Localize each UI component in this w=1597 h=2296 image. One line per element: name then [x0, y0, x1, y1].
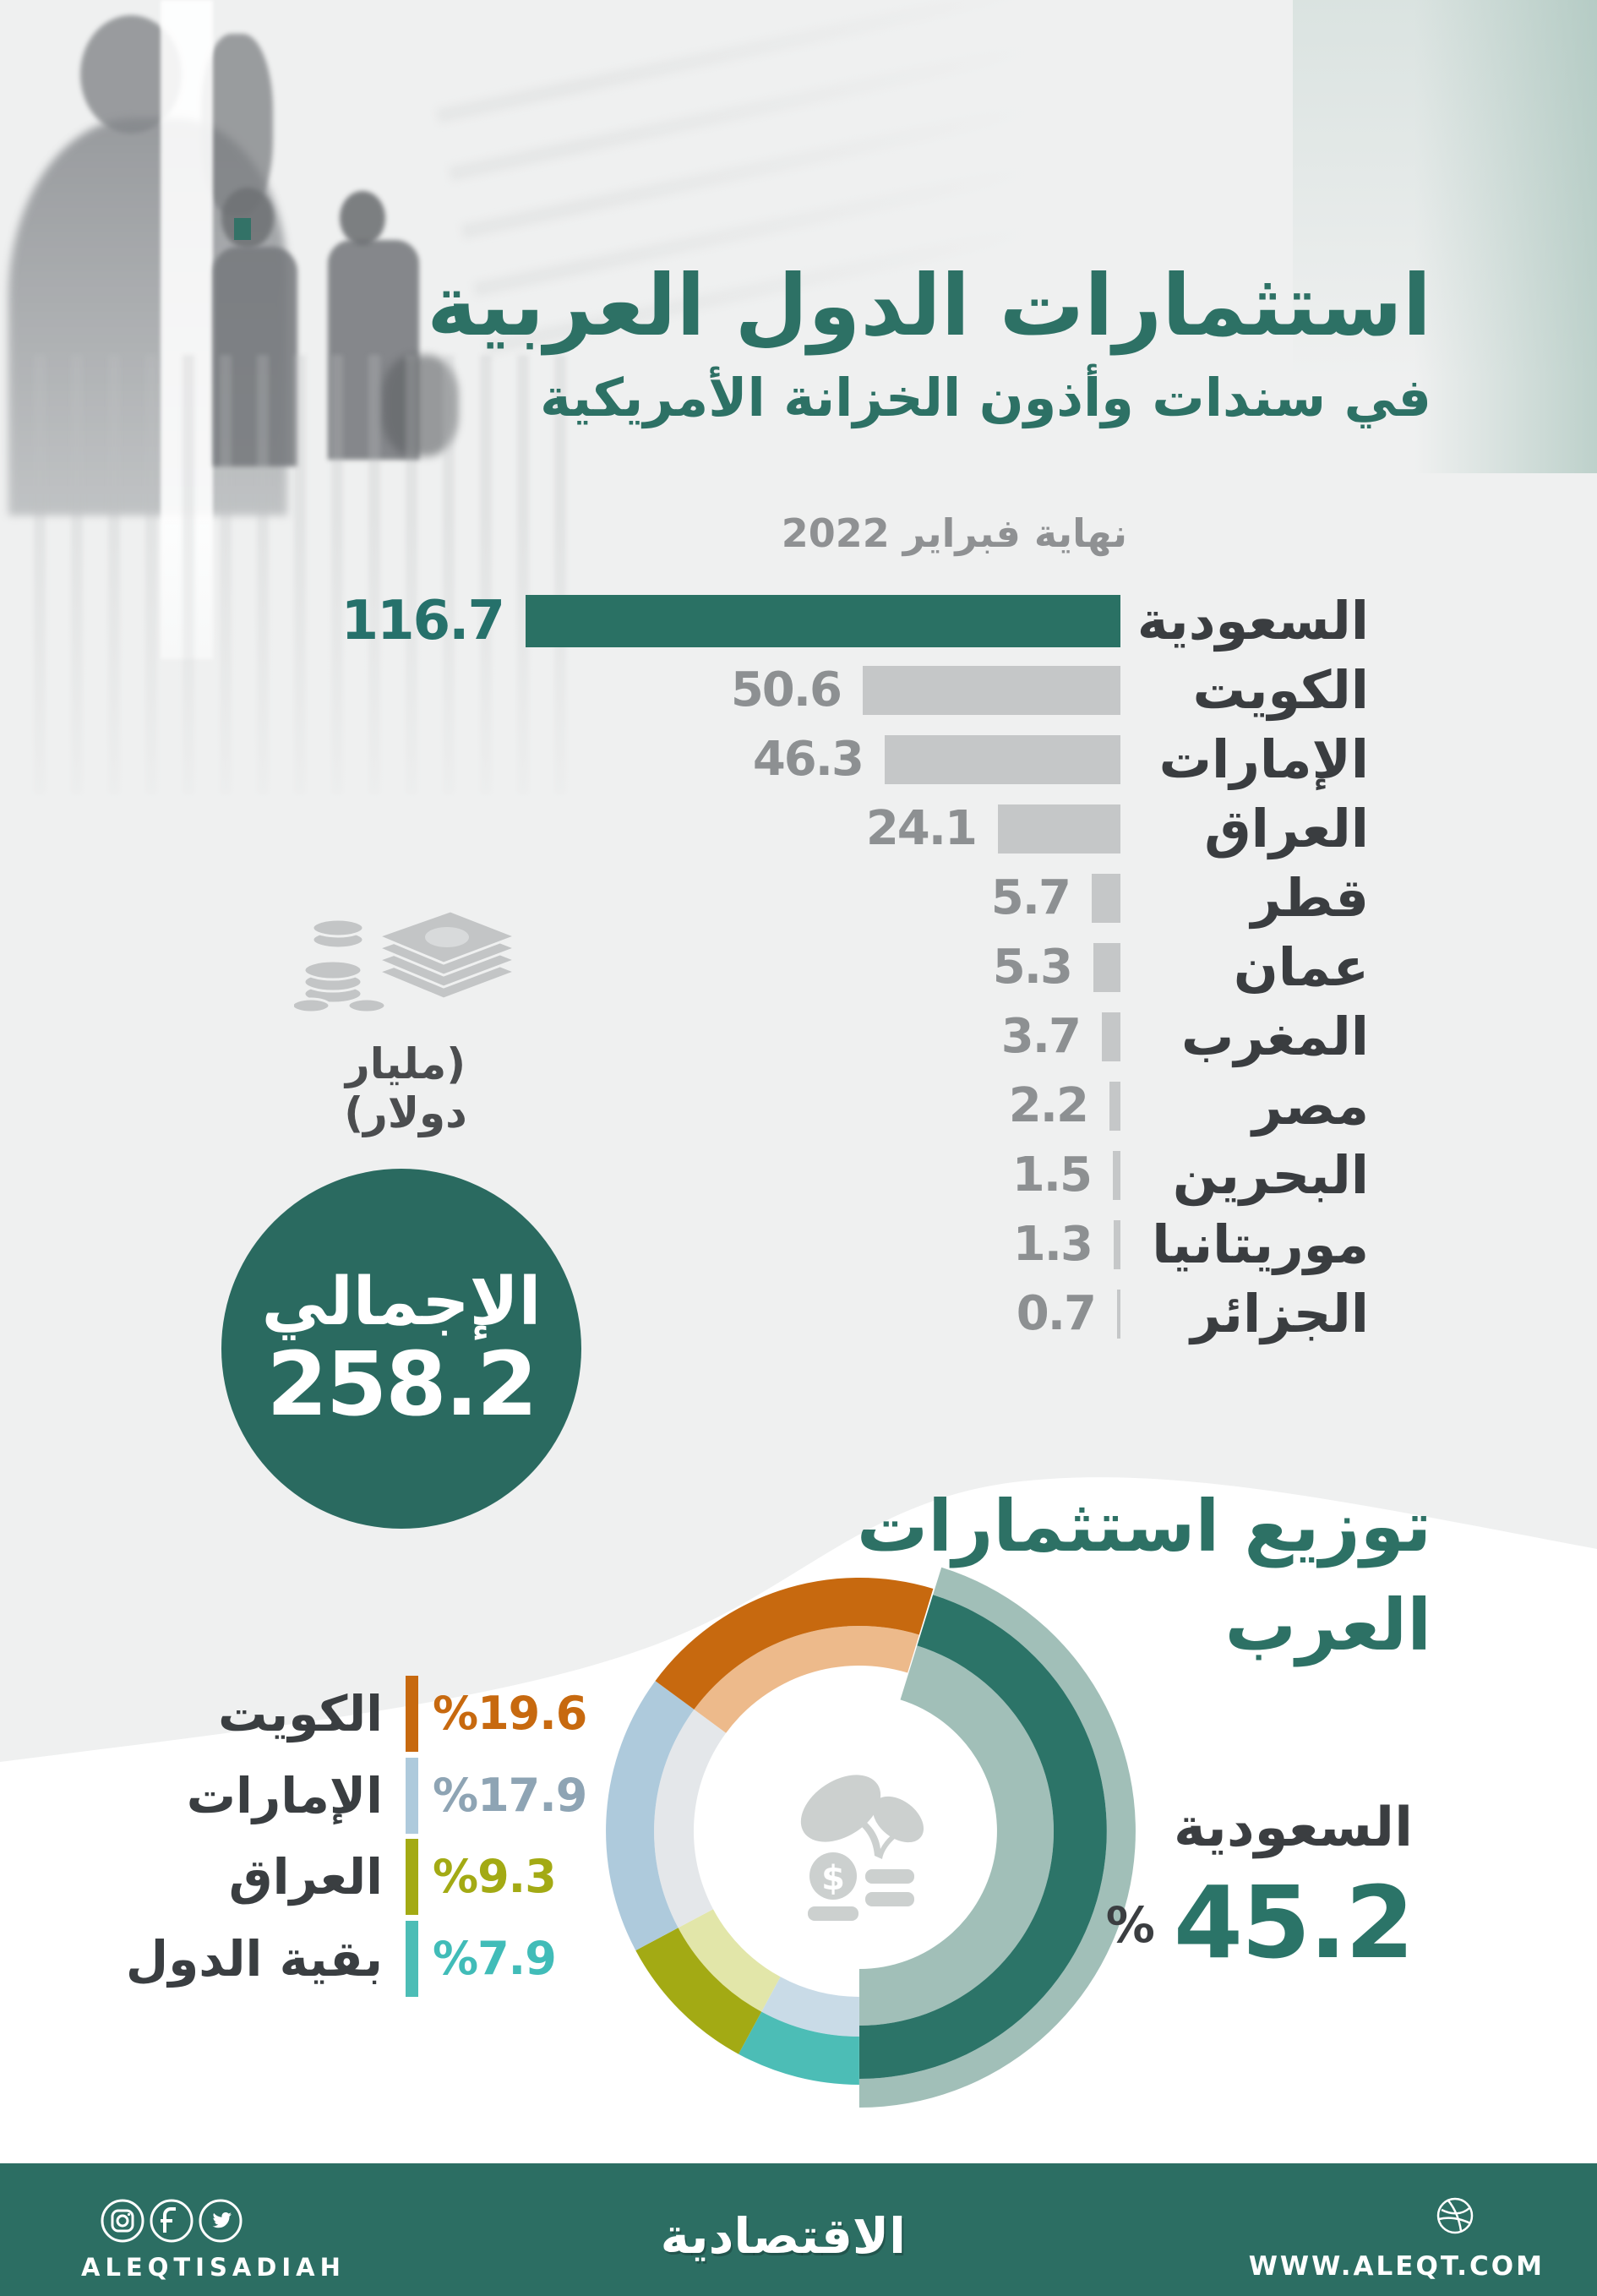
donut-segment-بقية الدول: [739, 2011, 859, 2085]
white-wave-shape: [0, 1477, 1597, 2296]
bar: [885, 735, 1120, 784]
page-title: استثمارات الدول العربية: [427, 256, 1432, 355]
percent-sign: %: [1105, 1896, 1155, 1954]
donut-title: توزيع استثمارات العرب: [857, 1477, 1431, 1675]
legend-percent: %19.6: [433, 1687, 587, 1740]
bar-country-label: موريتانيا: [1152, 1213, 1369, 1275]
bar-chart: 116.7 السعودية 50.6 الكويت 46.3 الإمارات 24.1 ا…: [341, 590, 1369, 1344]
legend-color-bar: [406, 1676, 418, 1752]
bar-country-label: المغرب: [1181, 1006, 1369, 1067]
legend-label: بقية الدول: [125, 1929, 383, 1988]
donut-legend: %19.6 الكويت %17.9 الإمارات %9.3 العراق %7.9 بق…: [0, 0, 760, 2296]
bar-value-label: 1.3: [1012, 1217, 1093, 1272]
twitter-icon: [199, 2199, 243, 2243]
sage-corner-tint: [1293, 0, 1597, 473]
legend-color-bar: [406, 1757, 418, 1834]
bar-value-label: 116.7: [341, 590, 505, 652]
bar: [1117, 1290, 1120, 1339]
bar: [863, 666, 1120, 715]
unit-note: (مليار دولار): [344, 1039, 467, 1137]
bar-value-label: 0.7: [1016, 1286, 1097, 1341]
bar: [1109, 1082, 1120, 1131]
donut-segment-العراق: [635, 1928, 762, 2054]
bar-value-label: 24.1: [865, 801, 978, 856]
legend-label: الإمارات: [186, 1766, 383, 1824]
donut-inner-الكويت: [694, 1625, 919, 1733]
legend-percent: %7.9: [433, 1931, 557, 1985]
bar-country-label: الكويت: [1192, 659, 1369, 721]
bar-value-label: 5.7: [990, 870, 1071, 925]
bar: [1114, 1220, 1120, 1269]
header-block: استثمارات الدول العربية في سندات وأذون ا…: [427, 256, 1432, 428]
bar-value-label: 2.2: [1008, 1078, 1089, 1133]
bar-value-label: 5.3: [992, 940, 1073, 995]
saudi-callout-value: 45.2: [1173, 1864, 1414, 1981]
donut-title-line1: توزيع استثمارات: [856, 1485, 1431, 1568]
donut-inner-السعودية: [858, 1645, 1055, 2026]
donut-inner-العراق: [678, 1909, 781, 2012]
bar-value-label: 1.5: [1011, 1148, 1093, 1203]
aleqtisadiah-logo: الاقتصادية: [660, 2207, 906, 2265]
bar-country-label: العراق: [1204, 798, 1369, 859]
donut-chart: [606, 1567, 1136, 2108]
facebook-icon: [150, 2199, 193, 2243]
footer-site-url: WWW.ALEQT.COM: [1248, 2251, 1545, 2282]
legend-percent: %9.3: [433, 1850, 557, 1903]
bar-country-label: قطر: [1251, 867, 1369, 929]
donut-segment-السعودية: [858, 1595, 1107, 2079]
bar: [1093, 943, 1120, 992]
legend-label: العراق: [228, 1848, 383, 1906]
bar-value-label: 50.6: [730, 663, 842, 717]
page-subtitle: في سندات وأذون الخزانة الأمريكية: [540, 367, 1431, 428]
total-label: الإجمالي: [261, 1263, 542, 1340]
money-plant-icon: $: [800, 1775, 924, 1921]
total-value: 258.2: [266, 1333, 538, 1437]
money-bills-coins-icon: [294, 909, 520, 1014]
bar: [1102, 1012, 1120, 1061]
footer-handle: ALEQTISADIAH: [81, 2253, 346, 2282]
donut-inner-الإمارات: [654, 1709, 727, 1928]
donut-segment-الكويت: [655, 1578, 934, 1710]
bar-country-label: الجزائر: [1191, 1283, 1369, 1344]
donut-title-line2: العرب: [1224, 1584, 1431, 1666]
bar: [1092, 874, 1120, 923]
bar-country-label: البحرين: [1172, 1144, 1369, 1206]
legend-color-bar: [406, 1920, 418, 1997]
donut-segment-الإمارات: [606, 1681, 695, 1951]
bar: [1113, 1151, 1120, 1200]
legend-color-bar: [406, 1839, 418, 1915]
bar: [998, 804, 1120, 854]
dribbble-icon: [1436, 2197, 1474, 2234]
donut-inner-بقية الدول: [761, 1977, 859, 2037]
legend-percent: %17.9: [433, 1768, 587, 1822]
bar-country-label: مصر: [1251, 1075, 1369, 1137]
total-badge: الإجمالي 258.2: [221, 1169, 581, 1529]
bar-value-label: 3.7: [1000, 1009, 1082, 1064]
saudi-callout-label: السعودية: [1173, 1797, 1413, 1859]
bar-country-label: الإمارات: [1158, 728, 1369, 790]
date-note: نهاية فبراير 2022: [781, 510, 1127, 556]
svg-text:$: $: [821, 1859, 845, 1898]
footer-bar: ALEQTISADIAH الاقتصادية WWW.ALEQT.COM: [0, 2163, 1597, 2296]
hero-photo-collage: [0, 0, 1267, 930]
instagram-icon: [101, 2199, 144, 2243]
bar-country-label: عمان: [1233, 936, 1369, 998]
bar-value-label: 46.3: [752, 732, 864, 787]
bar-country-label: السعودية: [1136, 590, 1369, 652]
bar: [526, 595, 1120, 647]
donut-halo-السعودية: [858, 1567, 1136, 2108]
legend-label: الكويت: [218, 1685, 383, 1742]
saudi-callout: السعودية % 45.2: [1105, 1797, 1414, 1981]
